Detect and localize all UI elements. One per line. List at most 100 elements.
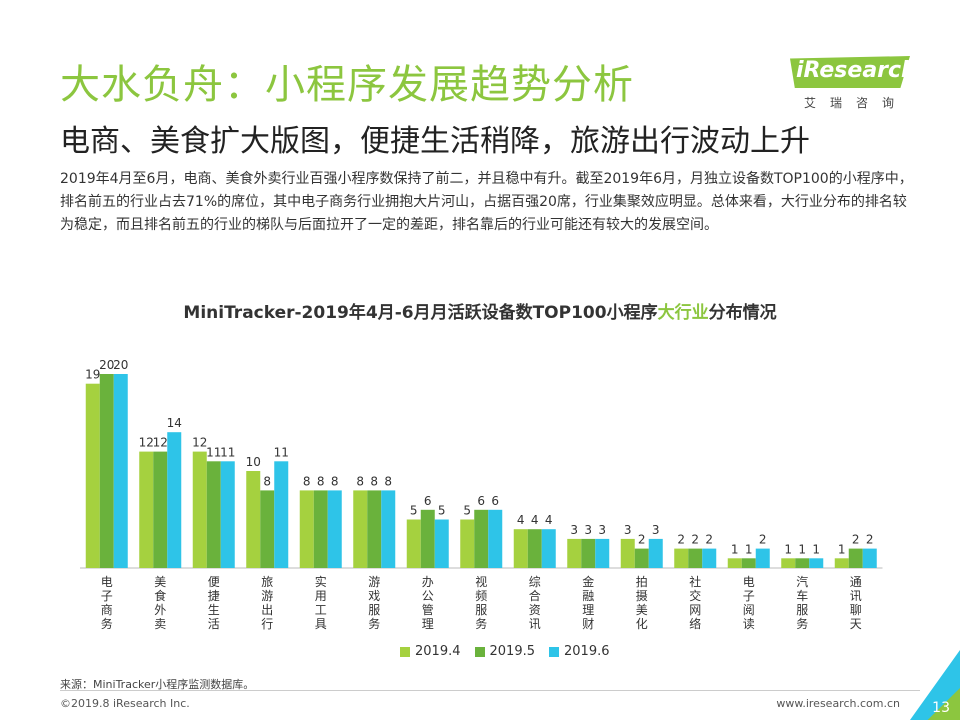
- bar-2019.5-便捷生活: [206, 461, 221, 568]
- data-label: 4: [545, 513, 553, 527]
- bar-2019.6-美食外卖: [167, 432, 182, 568]
- data-label: 11: [274, 445, 289, 459]
- bar-2019.6-实用工具: [327, 490, 342, 568]
- data-label: 12: [192, 436, 207, 450]
- data-label: 4: [531, 513, 539, 527]
- legend-label: 2019.5: [489, 644, 536, 659]
- bar-2019.6-便捷生活: [220, 461, 235, 568]
- data-label: 1: [784, 542, 792, 556]
- bar-2019.4-旅游出行: [246, 471, 261, 568]
- category-label: 汽车服务: [796, 574, 808, 631]
- logo-banner: [790, 56, 910, 88]
- data-label: 5: [438, 504, 446, 518]
- bar-2019.5-旅游出行: [260, 490, 275, 568]
- copyright: ©2019.8 iResearch Inc.: [60, 697, 190, 710]
- bar-2019.4-通讯聊天: [834, 558, 849, 568]
- data-label: 3: [652, 523, 660, 537]
- bar-2019.6-办公管理: [434, 519, 449, 568]
- data-label: 2: [705, 533, 713, 547]
- data-label: 1: [731, 542, 739, 556]
- bar-2019.5-综合资讯: [527, 529, 542, 568]
- bar-2019.4-游戏服务: [353, 490, 368, 568]
- data-label: 5: [463, 504, 471, 518]
- bar-2019.5-社交网络: [688, 548, 703, 568]
- data-label: 8: [303, 474, 311, 488]
- data-label: 2: [866, 533, 874, 547]
- legend-label: 2019.6: [564, 644, 610, 659]
- bar-2019.4-便捷生活: [192, 451, 207, 568]
- bar-2019.5-电子阅读: [741, 558, 756, 568]
- summary-paragraph: 2019年4月至6月，电商、美食外卖行业百强小程序数保持了前二，并且稳中有升。截…: [60, 171, 913, 233]
- data-label: 2: [852, 533, 860, 547]
- category-label: 社交网络: [689, 574, 701, 631]
- category-label: 综合资讯: [529, 575, 541, 631]
- category-label: 电子商务: [101, 575, 113, 631]
- data-label: 1: [838, 542, 846, 556]
- footer-divider: [60, 690, 920, 691]
- data-label: 1: [798, 542, 806, 556]
- legend-swatch: [549, 646, 559, 657]
- bar-2019.6-视频服务: [488, 509, 503, 568]
- bar-2019.6-汽车服务: [809, 558, 824, 568]
- category-label: 办公管理: [422, 574, 434, 631]
- bar-2019.5-汽车服务: [795, 558, 810, 568]
- bar-2019.5-电子商务: [99, 374, 114, 568]
- data-label: 3: [570, 523, 578, 537]
- bar-2019.4-社交网络: [674, 548, 689, 568]
- data-label: 6: [491, 494, 499, 508]
- legend-item-2019-5: 2019.5: [474, 644, 536, 659]
- bar-2019.4-电子阅读: [727, 558, 742, 568]
- chart-title-prefix: MiniTracker-2019年4月-6月月活跃设备数TOP100小程序: [183, 303, 658, 323]
- bar-2019.4-汽车服务: [781, 558, 796, 568]
- bar-2019.5-游戏服务: [367, 490, 382, 568]
- bar-2019.6-游戏服务: [381, 490, 396, 568]
- bar-2019.5-拍摄美化: [634, 548, 649, 568]
- data-label: 8: [331, 474, 339, 488]
- bar-2019.6-社交网络: [702, 548, 717, 568]
- data-label: 8: [370, 474, 378, 488]
- data-label: 2: [759, 533, 767, 547]
- bar-2019.4-综合资讯: [513, 529, 528, 568]
- data-label: 4: [517, 513, 525, 527]
- data-label: 8: [317, 474, 325, 488]
- bar-2019.6-综合资讯: [541, 529, 556, 568]
- page-title: 大水负舟：小程序发展趋势分析: [60, 62, 634, 108]
- data-label: 3: [624, 523, 632, 537]
- data-label: 11: [220, 445, 235, 459]
- bar-2019.5-美食外卖: [153, 451, 168, 568]
- data-source: 来源：MiniTracker小程序监测数据库。: [60, 678, 255, 691]
- category-label: 视频服务: [475, 574, 487, 631]
- chart-title-highlight: 大行业: [657, 303, 709, 323]
- bar-2019.6-金融理财: [595, 538, 610, 568]
- legend-item-2019-6: 2019.6: [549, 644, 610, 659]
- data-label: 3: [598, 523, 606, 537]
- logo-subtext: 艾瑞咨询: [804, 96, 909, 110]
- bar-2019.5-实用工具: [313, 490, 328, 568]
- data-label: 8: [263, 474, 271, 488]
- legend-item-2019-4: 2019.4: [400, 644, 461, 659]
- category-label: 美食外卖: [154, 575, 166, 631]
- website-link[interactable]: www.iresearch.com.cn: [776, 697, 900, 710]
- legend-swatch: [400, 646, 410, 657]
- bar-2019.4-美食外卖: [139, 451, 154, 568]
- bar-2019.4-办公管理: [406, 519, 421, 568]
- bar-2019.5-视频服务: [474, 509, 489, 568]
- bar-2019.6-旅游出行: [274, 461, 289, 568]
- logo-text: iResearch: [796, 58, 917, 83]
- category-label: 电子阅读: [743, 575, 755, 631]
- bar-2019.6-拍摄美化: [648, 538, 663, 568]
- data-label: 8: [384, 474, 392, 488]
- data-label: 6: [477, 494, 485, 508]
- chart-legend: 2019.4 2019.5 2019.6: [400, 644, 610, 659]
- data-label: 1: [812, 542, 820, 556]
- page-subtitle: 电商、美食扩大版图，便捷生活稍降，旅游出行波动上升: [60, 124, 810, 159]
- category-label: 拍摄美化: [636, 574, 648, 631]
- data-label: 20: [113, 358, 128, 372]
- data-label: 3: [584, 523, 592, 537]
- legend-swatch: [474, 646, 485, 657]
- category-label: 金融理财: [582, 574, 594, 631]
- category-label: 旅游出行: [261, 575, 273, 631]
- data-label: 10: [246, 455, 261, 469]
- chart-title: MiniTracker-2019年4月-6月月活跃设备数TOP100小程序大行业…: [0, 298, 960, 323]
- data-label: 11: [206, 445, 221, 459]
